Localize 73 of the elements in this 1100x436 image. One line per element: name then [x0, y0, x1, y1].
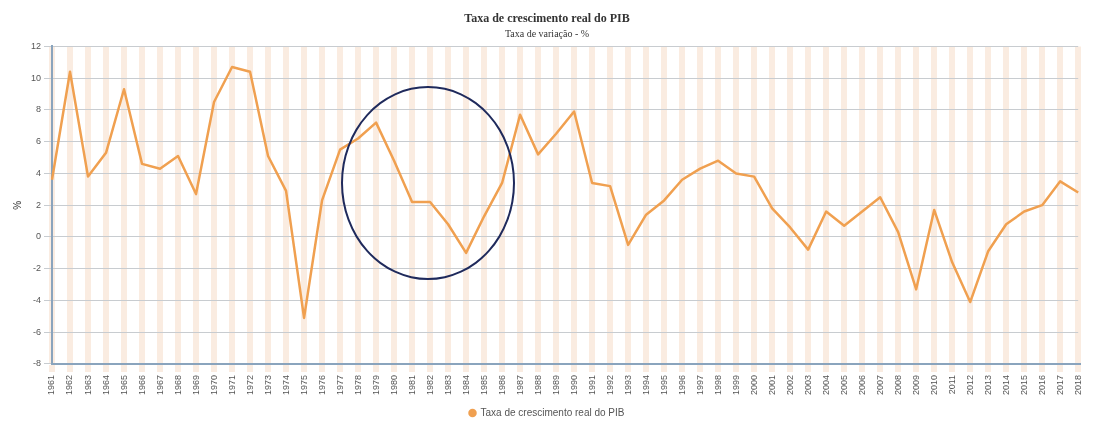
x-tick-label: 2011 [946, 374, 957, 395]
x-tick-label: 1970 [208, 374, 219, 396]
x-tick-label: 2007 [874, 374, 885, 396]
x-tick-label: 1972 [244, 374, 255, 396]
y-tick-label: 10 [31, 72, 42, 83]
x-tick-label: 2013 [982, 374, 993, 396]
x-tick-label: 1995 [658, 374, 669, 396]
x-tick-label: 1980 [388, 374, 399, 396]
y-tick-label: 8 [36, 104, 42, 115]
x-tick-label: 1968 [172, 374, 183, 396]
x-tick-label: 2005 [838, 374, 849, 396]
x-tick-label: 2006 [856, 374, 867, 396]
y-tick-label: 12 [31, 40, 42, 51]
x-tick-label: 1984 [460, 374, 471, 396]
x-tick-label: 1975 [298, 374, 309, 396]
x-tick-label: 2003 [802, 374, 813, 396]
x-tick-label: 1976 [316, 374, 327, 396]
x-tick-label: 2002 [784, 374, 795, 396]
x-tick-label: 2016 [1036, 374, 1047, 396]
x-tick-label: 1961 [46, 374, 57, 396]
x-tick-label: 1973 [262, 374, 273, 396]
x-tick-label: 1991 [586, 374, 597, 396]
legend-label: Taxa de crescimento real do PIB [480, 406, 625, 418]
x-tick-label: 1987 [514, 374, 525, 396]
x-tick-label: 1998 [712, 374, 723, 396]
x-tick-label: 1966 [136, 374, 147, 396]
x-tick-label: 1979 [370, 374, 381, 396]
y-tick-label: 2 [36, 199, 42, 210]
x-tick-label: 2017 [1054, 374, 1065, 396]
x-tick-label: 1981 [406, 374, 417, 396]
x-tick-label: 2014 [1000, 374, 1011, 396]
x-tick-label: 1988 [532, 374, 543, 396]
x-tick-label: 1997 [694, 374, 705, 396]
y-tick-label: -6 [33, 326, 42, 337]
x-tick-label: 1963 [82, 374, 93, 396]
y-tick-label: -2 [33, 263, 42, 274]
x-tick-label: 2012 [964, 374, 975, 396]
x-tick-label: 1969 [190, 374, 201, 396]
y-tick-label: 4 [36, 167, 42, 178]
y-tick-label: -8 [33, 358, 42, 369]
x-tick-label: 1965 [118, 374, 129, 396]
x-tick-label: 2000 [748, 374, 759, 396]
x-tick-label: 1986 [496, 374, 507, 396]
y-tick-label: -4 [33, 294, 42, 305]
y-tick-label: 6 [36, 136, 42, 147]
x-tick-label: 1983 [442, 374, 453, 396]
x-tick-label: 1971 [226, 374, 237, 396]
x-tick-label: 1964 [100, 374, 111, 396]
x-tick-label: 1967 [154, 374, 165, 396]
x-tick-label: 1985 [478, 374, 489, 396]
x-tick-label: 1993 [622, 374, 633, 396]
x-tick-label: 1992 [604, 374, 615, 396]
y-tick-label: 0 [36, 231, 42, 242]
x-tick-label: 2015 [1018, 374, 1029, 396]
x-tick-label: 1999 [730, 374, 741, 396]
x-tick-label: 1994 [640, 374, 651, 396]
y-axis-title: % [11, 200, 23, 210]
x-tick-label: 1990 [568, 374, 579, 396]
x-tick-label: 1996 [676, 374, 687, 396]
x-tick-label: 1982 [424, 374, 435, 396]
chart-subtitle: Taxa de variação - % [504, 28, 590, 40]
x-tick-label: 2008 [892, 374, 903, 396]
x-tick-label: 1978 [352, 374, 363, 396]
x-tick-label: 1989 [550, 374, 561, 396]
x-tick-label: 2010 [928, 374, 939, 396]
x-tick-label: 2001 [766, 374, 777, 396]
x-tick-label: 1977 [334, 374, 345, 396]
x-tick-label: 2004 [820, 374, 831, 396]
x-tick-label: 2018 [1072, 374, 1083, 396]
x-tick-label: 2009 [910, 374, 921, 396]
x-tick-label: 1962 [64, 374, 75, 396]
x-tick-label: 1974 [280, 374, 291, 396]
chart-title: Taxa de crescimento real do PIB [464, 11, 630, 26]
